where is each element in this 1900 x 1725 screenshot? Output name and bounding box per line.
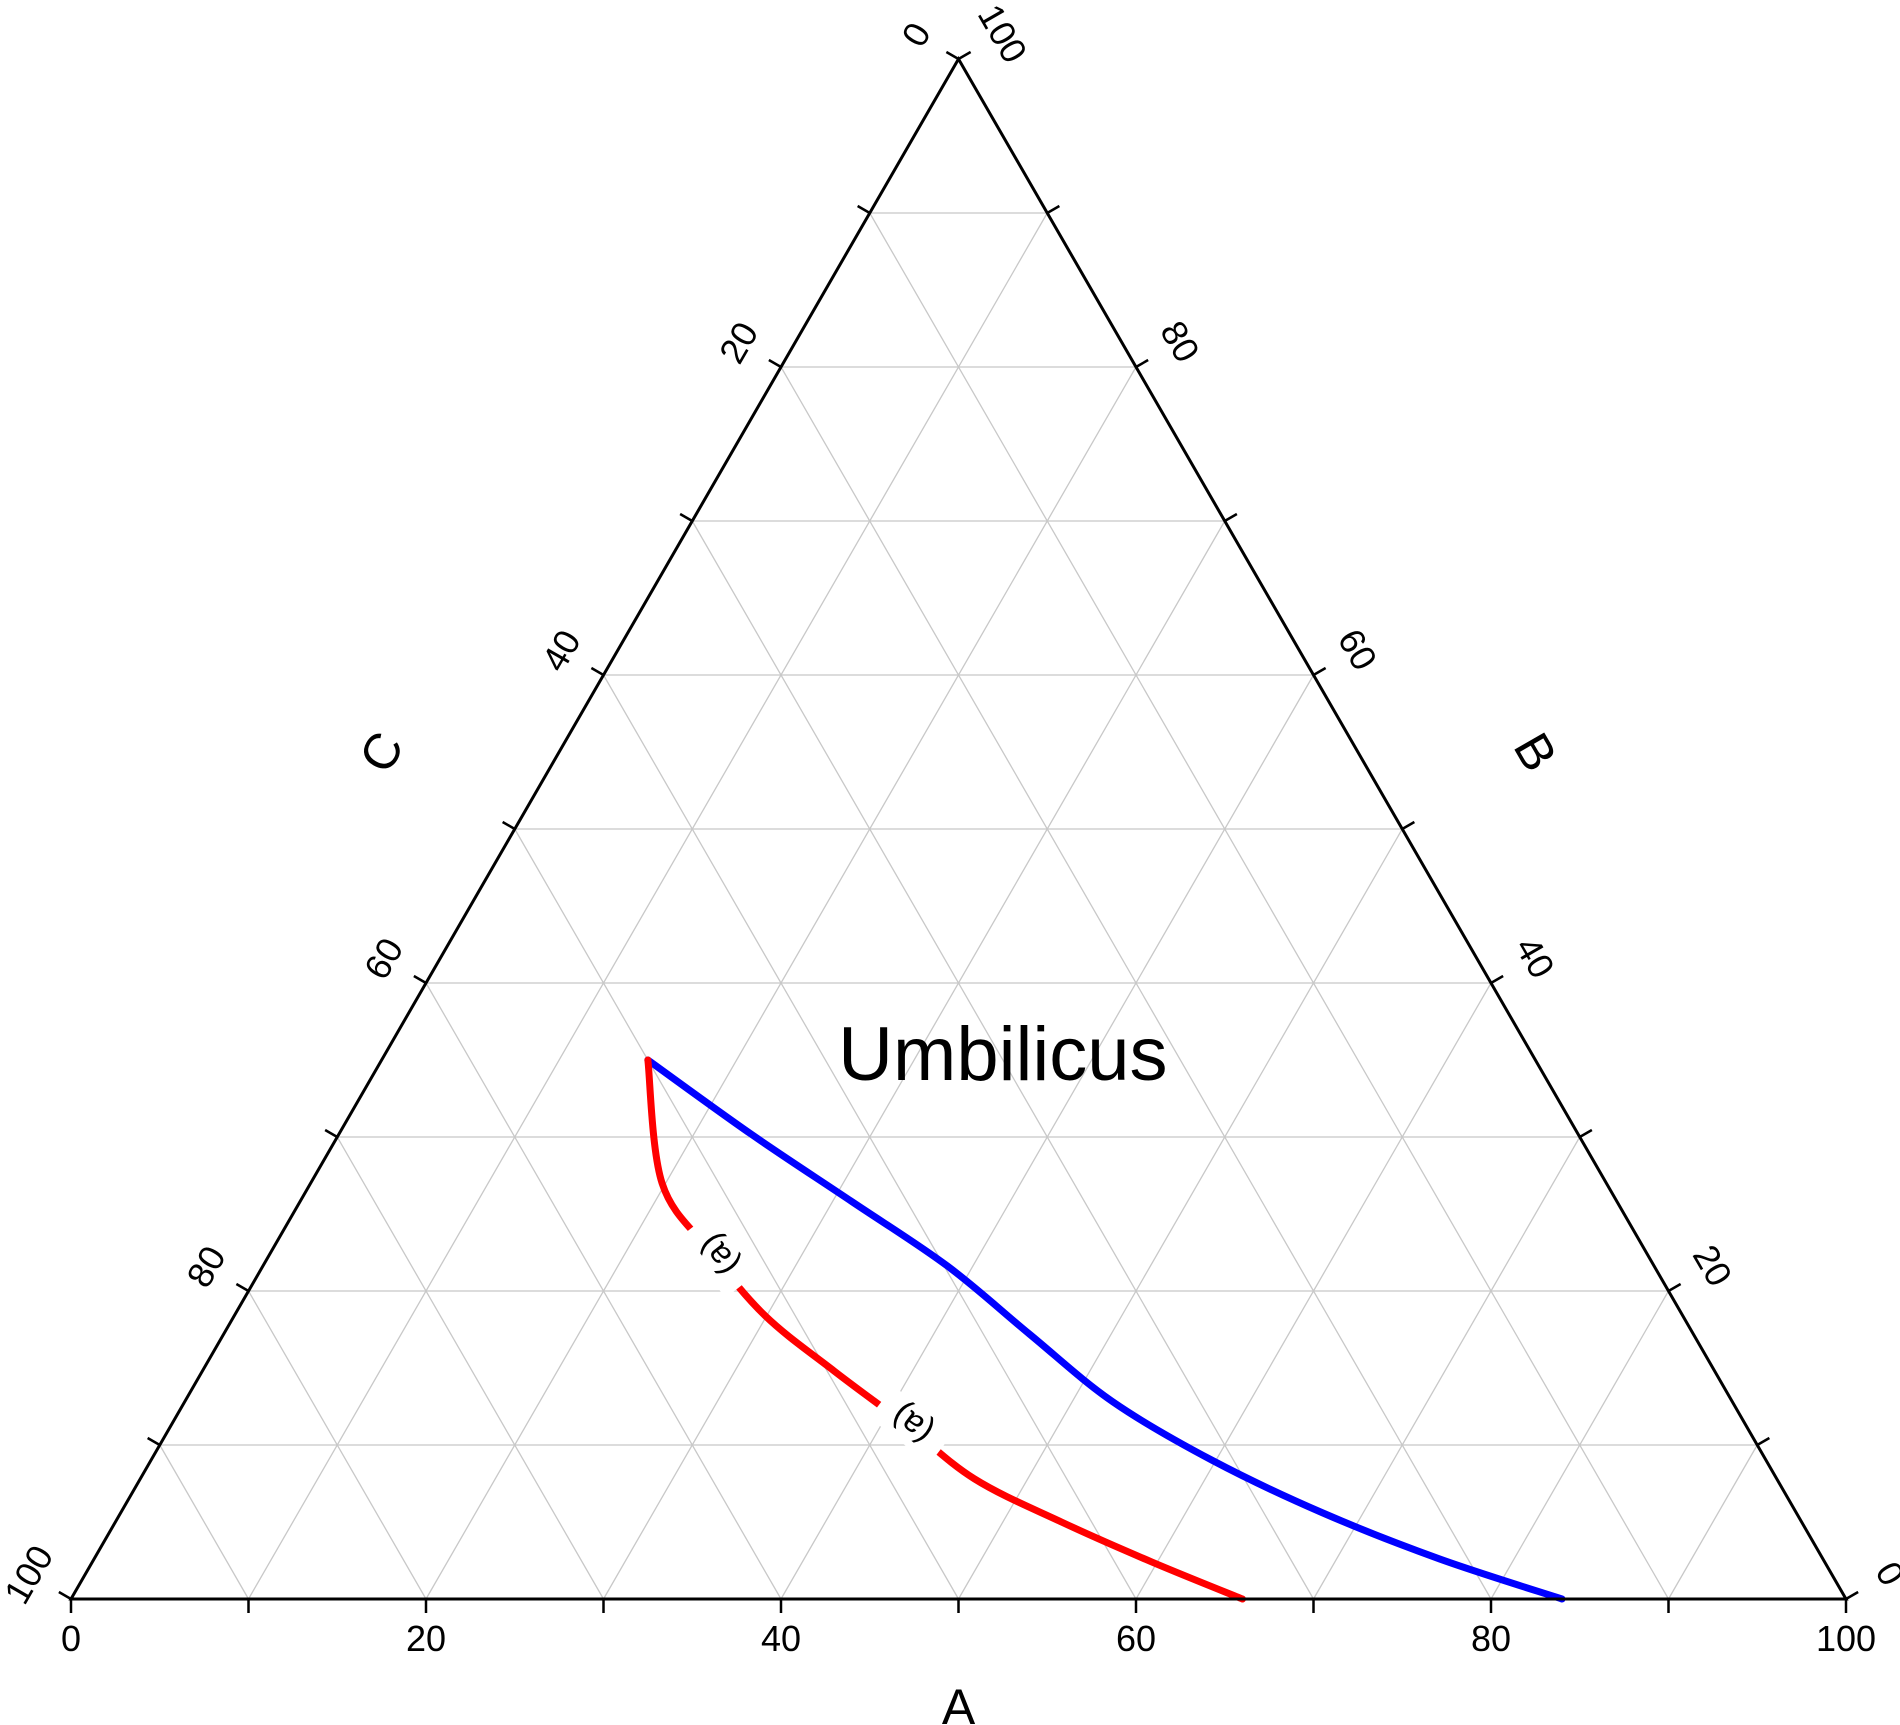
a-axis-tick-label: 60: [1116, 1618, 1156, 1659]
c-axis-tick: [58, 1590, 72, 1601]
a-axis-tick-label: 0: [61, 1618, 81, 1659]
b-axis-tick-label: 80: [1152, 314, 1208, 369]
label-layer: A B C Umbilicus: [348, 722, 1568, 1725]
a-axis-title: A: [942, 1679, 976, 1725]
grid-line-a: [1135, 982, 1492, 1600]
b-axis-tick: [1756, 1436, 1770, 1447]
b-axis-tick-label: 20: [1685, 1238, 1741, 1293]
grid-line-c: [425, 982, 782, 1600]
grid-line-a: [957, 828, 1403, 1600]
curve-label-gap: [869, 1385, 954, 1464]
b-axis-tick: [1401, 820, 1415, 831]
b-axis-tick: [1312, 666, 1327, 677]
c-axis-title: C: [348, 722, 415, 781]
a-axis-tick-label: 80: [1471, 1618, 1511, 1659]
red-curve: [644, 1056, 1246, 1603]
b-axis-tick-label: 60: [1330, 622, 1386, 677]
c-axis-tick-label: 80: [178, 1239, 234, 1294]
series-layer: (a)(a): [644, 1056, 1566, 1603]
c-axis-tick-label: 0: [893, 16, 939, 54]
b-axis-tick-label: 0: [1867, 1555, 1900, 1593]
a-axis-tick-label: 40: [761, 1618, 801, 1659]
grid-line-a: [602, 520, 1226, 1600]
c-axis-tick-label: 40: [533, 623, 589, 678]
c-axis-tick: [590, 666, 605, 677]
a-axis-tick-label: 20: [406, 1618, 446, 1659]
grid-line-c: [247, 1290, 427, 1600]
c-axis-tick: [413, 974, 427, 985]
b-axis-tick: [957, 50, 972, 61]
b-axis-tick: [1667, 1282, 1682, 1293]
grid-line-c: [691, 520, 1315, 1600]
b-axis-tick: [1845, 1590, 1859, 1601]
c-axis-tick: [768, 358, 782, 369]
grid-line-a: [1490, 1290, 1670, 1600]
grid-line-c: [336, 1136, 605, 1600]
c-axis-tick: [679, 512, 693, 523]
grid-line-c: [159, 1444, 250, 1600]
b-axis-title: B: [1503, 724, 1568, 781]
c-axis-tick-label: 100: [0, 1538, 61, 1611]
c-axis-tick: [945, 50, 960, 61]
c-axis-tick-label: 60: [356, 931, 412, 986]
c-axis-tick: [324, 1128, 338, 1139]
c-axis-tick: [502, 820, 516, 831]
grid-line-c: [869, 212, 1670, 1600]
b-axis-tick: [1490, 974, 1504, 985]
grid-line-a: [1667, 1444, 1758, 1600]
blue-curve: [644, 1056, 1566, 1603]
grid-line-a: [247, 212, 1048, 1600]
c-axis-tick: [857, 204, 871, 215]
c-axis-tick: [235, 1282, 250, 1293]
c-axis-tick: [147, 1436, 161, 1447]
grid-layer: [159, 212, 1758, 1600]
b-axis-tick-label: 40: [1507, 930, 1563, 985]
curve-label-gap: [678, 1213, 758, 1298]
b-axis-tick: [1224, 512, 1238, 523]
b-axis-tick-label: 100: [970, 0, 1036, 70]
c-axis-tick-label: 20: [711, 315, 767, 370]
grid-line-a: [1312, 1136, 1581, 1600]
b-axis-tick: [1135, 358, 1149, 369]
grid-line-c: [514, 828, 960, 1600]
a-axis-tick-label: 100: [1816, 1618, 1876, 1659]
b-axis-tick: [1579, 1128, 1593, 1139]
umbilicus-annotation: Umbilicus: [838, 1012, 1167, 1097]
b-axis-tick: [1046, 204, 1060, 215]
